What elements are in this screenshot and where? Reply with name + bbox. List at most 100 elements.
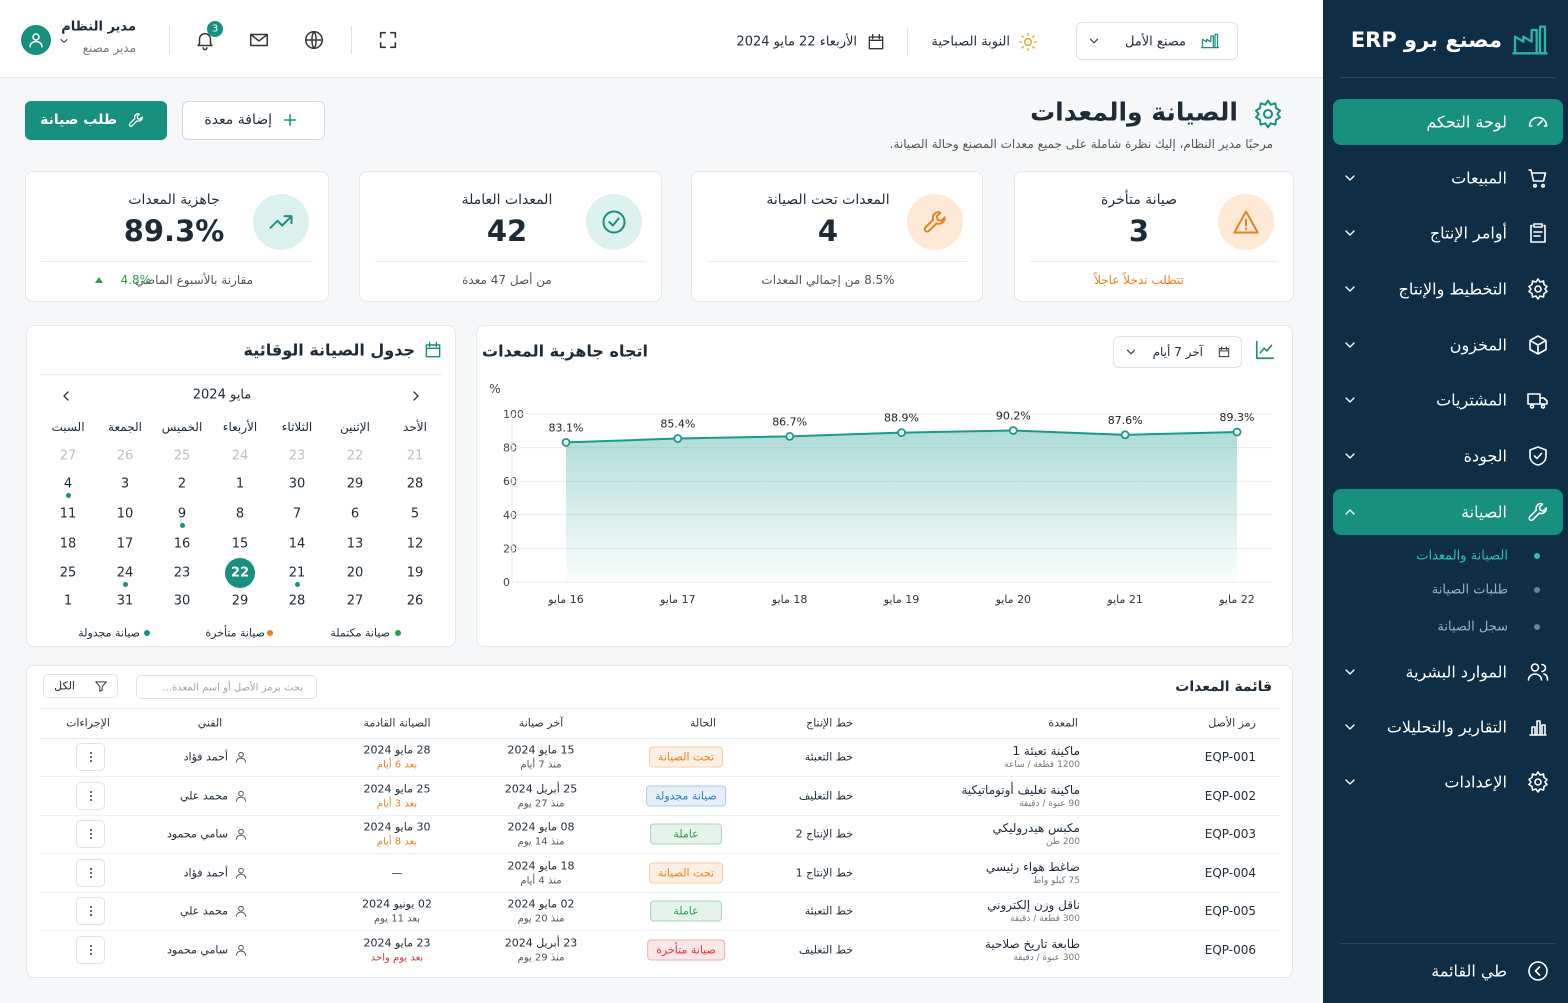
icon [235, 829, 247, 840]
calendar-day: 5 [410, 506, 420, 522]
calendar-day: 24 [231, 448, 249, 464]
menu-item[interactable]: التخطيط والإنتاج [1398, 279, 1507, 299]
production-line: خط التعبئة [804, 904, 853, 918]
chevron [1345, 397, 1355, 403]
range-select[interactable] [1113, 336, 1242, 368]
request-button[interactable] [25, 101, 167, 140]
menu-item[interactable]: لوحة التحكم [1426, 112, 1507, 132]
calendar-day: 22 [230, 565, 250, 581]
menu-icon [1528, 502, 1548, 522]
last-maintenance-ago: منذ 27 يوم [517, 798, 565, 810]
kpi-note: مقارنة بالأسبوع الماضي [134, 273, 254, 287]
icon [1126, 349, 1136, 355]
kpi-value: 89.3% [123, 214, 225, 248]
add-button[interactable] [182, 101, 325, 140]
weekday: الأحد [403, 420, 427, 434]
next-maintenance: 02 يونيو 2024 [362, 897, 432, 911]
column-header: رمز الأصل [1208, 716, 1256, 730]
collapse-menu[interactable]: طي القائمة [1431, 961, 1507, 981]
calendar-day: 1 [235, 476, 245, 492]
calendar-day: 25 [173, 448, 191, 464]
menu-item[interactable]: التقارير والتحليلات [1386, 717, 1507, 737]
asset-code: EQP-003 [1204, 827, 1256, 842]
kpi-icon-bg [586, 194, 642, 250]
weekday: الأربعاء [222, 420, 258, 434]
calendar-day: 12 [406, 536, 424, 552]
submenu-item[interactable]: سجل الصيانة [1437, 619, 1508, 635]
event-dot [179, 523, 185, 528]
next-maintenance: 25 مايو 2024 [363, 782, 431, 796]
menu-item[interactable]: الموارد البشرية [1405, 662, 1508, 682]
calendar-day: 17 [116, 536, 134, 552]
column-header: الإجراءات [66, 716, 110, 730]
icon [95, 681, 107, 692]
equipment-name: ماكينة تغليف أوتوماتيكية [961, 782, 1080, 797]
menu-icon [1527, 393, 1548, 409]
icon [89, 867, 92, 878]
calendar-day: 18 [59, 536, 77, 552]
menu-icon [1528, 278, 1548, 300]
menu-item[interactable]: الصيانة [1461, 502, 1507, 522]
calendar-day: 8 [235, 506, 245, 522]
calendar-day: 21 [288, 565, 306, 581]
calendar-day: 27 [59, 448, 77, 464]
filter-button[interactable] [43, 674, 118, 698]
next-maintenance: 30 مايو 2024 [363, 820, 431, 834]
actions-button[interactable] [76, 936, 105, 964]
equipment-name: ضاغط هواء رئيسي [985, 859, 1080, 874]
icon [425, 341, 441, 358]
chevron [1345, 175, 1355, 181]
chevron [1345, 509, 1355, 515]
icon [128, 112, 143, 127]
kpi-note: 8.5% من إجمالي المعدات [761, 273, 895, 287]
row-divider [40, 776, 1280, 777]
calendar-day: 14 [288, 536, 306, 552]
last-maintenance-ago: منذ 7 أيام [520, 759, 562, 771]
menu-icon [1529, 720, 1547, 736]
calendar-day: 16 [173, 536, 191, 552]
chart-title: اتجاه جاهزية المعدات [482, 341, 648, 361]
kpi-value: 4 [817, 214, 839, 248]
mail-icon [250, 33, 268, 47]
table-panel [26, 665, 1293, 978]
actions-button[interactable] [76, 897, 105, 926]
search-box[interactable] [136, 675, 317, 699]
icon [235, 790, 247, 802]
icon [60, 39, 68, 43]
icon [89, 790, 92, 801]
menu-item[interactable]: المشتريات [1436, 390, 1507, 410]
submenu-dot [1534, 553, 1540, 559]
menu-icon [1527, 663, 1549, 681]
triangle [95, 277, 103, 283]
next-month [413, 391, 419, 401]
menu-item[interactable]: الإعدادات [1444, 772, 1507, 792]
button-label: إضافة معدة [204, 112, 272, 128]
row-divider [40, 814, 1280, 816]
last-maintenance-ago: منذ 14 يوم [517, 836, 565, 848]
equipment-capacity: 300 قطعة / دقيقة [1009, 914, 1080, 925]
status-badge: تحت الصيانة [648, 746, 724, 768]
kpi-label: المعدات تحت الصيانة [766, 192, 890, 208]
asset-code: EQP-002 [1204, 788, 1256, 803]
menu-item[interactable]: المبيعات [1451, 168, 1507, 188]
menu-item[interactable]: المخزون [1449, 335, 1507, 355]
icon [1201, 33, 1219, 49]
actions-button[interactable] [76, 858, 105, 887]
icon [89, 906, 92, 917]
menu-active-bg[interactable] [1333, 99, 1563, 145]
actions-button[interactable] [76, 820, 105, 849]
actions-button[interactable] [76, 743, 105, 771]
menu-item[interactable]: الجودة [1463, 446, 1507, 466]
status-badge: عاملة [650, 823, 722, 845]
actions-button[interactable] [76, 781, 105, 810]
last-maintenance-ago: منذ 20 يوم [517, 913, 565, 925]
chevron [1345, 453, 1355, 459]
next-maintenance-in: بعد 11 يوم [373, 913, 421, 925]
calendar-day: 21 [406, 448, 424, 464]
submenu-item[interactable]: الصيانة والمعدات [1416, 548, 1508, 564]
submenu-item[interactable]: طلبات الصيانة [1431, 582, 1508, 598]
menu-item[interactable]: أوامر الإنتاج [1429, 223, 1507, 243]
column-header: آخر صيانة [518, 716, 564, 730]
equipment-capacity: 300 عبوة / دقيقة [1013, 953, 1080, 963]
menu-active-bg[interactable] [1333, 489, 1563, 535]
